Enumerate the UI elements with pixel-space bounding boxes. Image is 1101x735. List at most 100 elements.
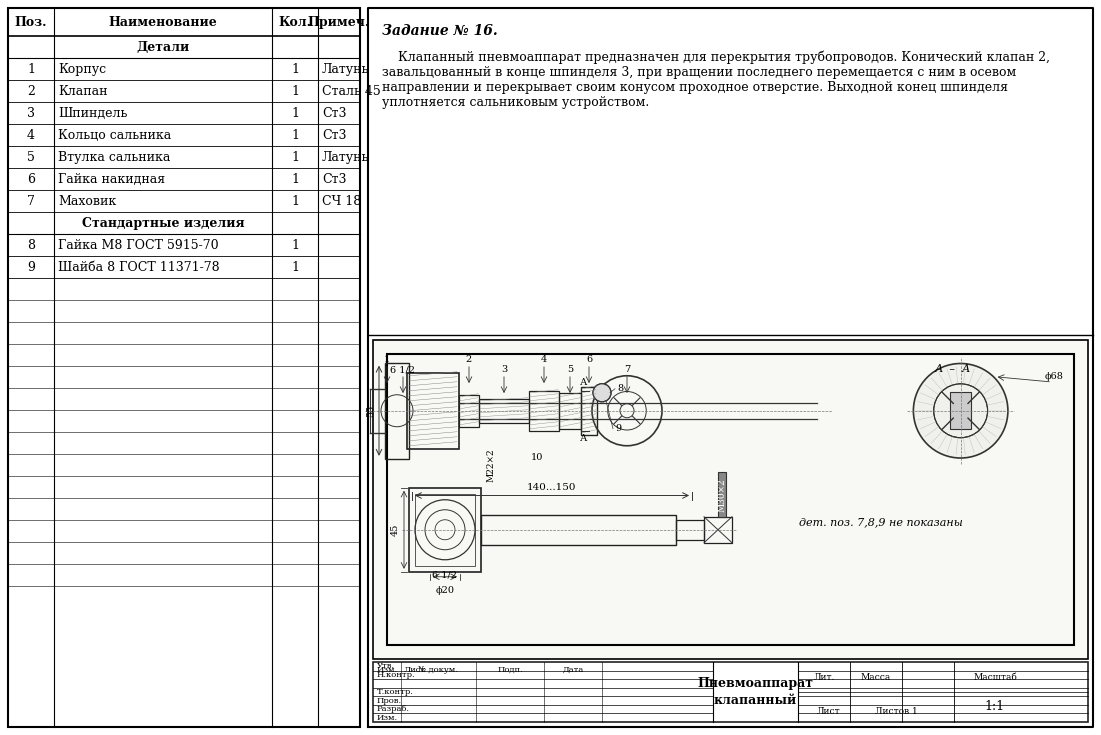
Text: 2: 2 <box>28 85 35 98</box>
Text: 5: 5 <box>28 151 35 163</box>
Text: 1:1: 1:1 <box>985 700 1005 714</box>
Bar <box>528 391 559 431</box>
Text: Маховик: Маховик <box>58 195 117 207</box>
Text: Сталь 45: Сталь 45 <box>321 85 381 98</box>
Text: Поз.: Поз. <box>14 15 47 29</box>
Text: Примеч.: Примеч. <box>308 15 370 29</box>
Text: Корпус: Корпус <box>58 62 106 76</box>
Text: Втулка сальника: Втулка сальника <box>58 151 171 163</box>
Text: 7: 7 <box>28 195 35 207</box>
Text: Кольцо сальника: Кольцо сальника <box>58 129 172 142</box>
Text: Пров.: Пров. <box>377 697 402 705</box>
Text: Кол.: Кол. <box>279 15 312 29</box>
Text: 1: 1 <box>28 62 35 76</box>
Text: Стандартные изделия: Стандартные изделия <box>81 217 244 229</box>
Text: Задание № 16.: Задание № 16. <box>382 24 498 38</box>
Text: 55: 55 <box>367 405 375 417</box>
Text: 5: 5 <box>567 365 573 374</box>
Text: СЧ 18: СЧ 18 <box>321 195 361 207</box>
Text: Детали: Детали <box>137 40 189 54</box>
Text: 4: 4 <box>28 129 35 142</box>
Text: 1: 1 <box>291 129 299 142</box>
Text: 1: 1 <box>291 62 299 76</box>
Bar <box>373 340 1088 659</box>
Text: Изм.: Изм. <box>377 714 399 722</box>
Circle shape <box>593 384 611 402</box>
Text: Дата: Дата <box>563 666 584 674</box>
Text: Лист: Лист <box>817 708 841 717</box>
Text: Изм.: Изм. <box>377 666 397 674</box>
Text: 1: 1 <box>291 238 299 251</box>
Bar <box>373 662 1088 722</box>
Text: дет. поз. 7,8,9 не показаны: дет. поз. 7,8,9 не показаны <box>799 517 963 527</box>
Text: Подп.: Подп. <box>498 666 523 674</box>
Text: Наименование: Наименование <box>109 15 217 29</box>
Text: 3: 3 <box>501 365 508 374</box>
Bar <box>459 395 479 427</box>
Bar <box>479 399 528 423</box>
Text: 6: 6 <box>28 173 35 185</box>
Bar <box>718 472 726 517</box>
Text: Гайка М8 ГОСТ 5915-70: Гайка М8 ГОСТ 5915-70 <box>58 238 219 251</box>
Text: 1: 1 <box>291 151 299 163</box>
Text: Гайка накидная: Гайка накидная <box>58 173 165 185</box>
Text: Клапанный пневмоаппарат предназначен для перекрытия трубопроводов. Конический кл: Клапанный пневмоаппарат предназначен для… <box>382 50 1050 109</box>
Text: Масса: Масса <box>861 673 891 681</box>
Text: 6 1/2: 6 1/2 <box>391 365 415 374</box>
Text: 4: 4 <box>541 355 547 364</box>
Text: Лист: Лист <box>404 666 426 674</box>
Text: Ст3: Ст3 <box>321 107 347 120</box>
Text: А: А <box>580 379 588 387</box>
Text: 8: 8 <box>28 238 35 251</box>
Text: ϕ68: ϕ68 <box>1045 372 1064 381</box>
Bar <box>415 494 475 566</box>
Text: М30×2: М30×2 <box>718 478 727 512</box>
Text: Т.контр.: Т.контр. <box>377 688 414 696</box>
Text: 2: 2 <box>466 355 472 364</box>
Text: Лит.: Лит. <box>814 673 835 681</box>
Bar <box>950 392 971 429</box>
Bar <box>385 363 408 459</box>
Text: Масштаб: Масштаб <box>973 673 1017 681</box>
Text: Латунь: Латунь <box>321 62 369 76</box>
Text: 140...150: 140...150 <box>527 482 577 492</box>
Bar <box>676 520 704 539</box>
Text: 9: 9 <box>615 424 621 433</box>
Text: Шайба 8 ГОСТ 11371-78: Шайба 8 ГОСТ 11371-78 <box>58 260 219 273</box>
Text: 6 1/2: 6 1/2 <box>433 571 458 580</box>
Text: Разраб.: Разраб. <box>377 705 410 713</box>
Text: 1: 1 <box>384 355 390 364</box>
Bar <box>581 387 597 434</box>
Text: 8: 8 <box>617 384 623 393</box>
Bar <box>408 488 481 572</box>
Text: Ст3: Ст3 <box>321 173 347 185</box>
Text: 1: 1 <box>291 260 299 273</box>
Text: 45: 45 <box>391 523 400 536</box>
Text: А: А <box>580 434 588 443</box>
Text: 6: 6 <box>586 355 592 364</box>
Text: Ст3: Ст3 <box>321 129 347 142</box>
Text: Листов 1: Листов 1 <box>874 708 917 717</box>
Text: М22×2: М22×2 <box>487 449 495 482</box>
Circle shape <box>934 384 988 437</box>
Text: 10: 10 <box>531 453 543 462</box>
Text: № докум.: № докум. <box>418 666 458 674</box>
Text: 1: 1 <box>291 85 299 98</box>
Text: Клапан: Клапан <box>58 85 108 98</box>
Text: 3: 3 <box>28 107 35 120</box>
Text: 9: 9 <box>28 260 35 273</box>
Text: 1: 1 <box>291 107 299 120</box>
Text: 1: 1 <box>291 173 299 185</box>
Bar <box>407 373 459 449</box>
Circle shape <box>914 364 1007 458</box>
Text: Н.контр.: Н.контр. <box>377 671 415 679</box>
Bar <box>481 514 676 545</box>
Bar <box>559 392 581 429</box>
Text: Утв.: Утв. <box>377 662 395 670</box>
Text: Латунь: Латунь <box>321 151 369 163</box>
Text: 7: 7 <box>624 365 630 374</box>
Text: А  –  А: А – А <box>935 364 971 374</box>
Text: 1: 1 <box>291 195 299 207</box>
Bar <box>704 517 732 542</box>
Text: ϕ20: ϕ20 <box>436 586 455 595</box>
